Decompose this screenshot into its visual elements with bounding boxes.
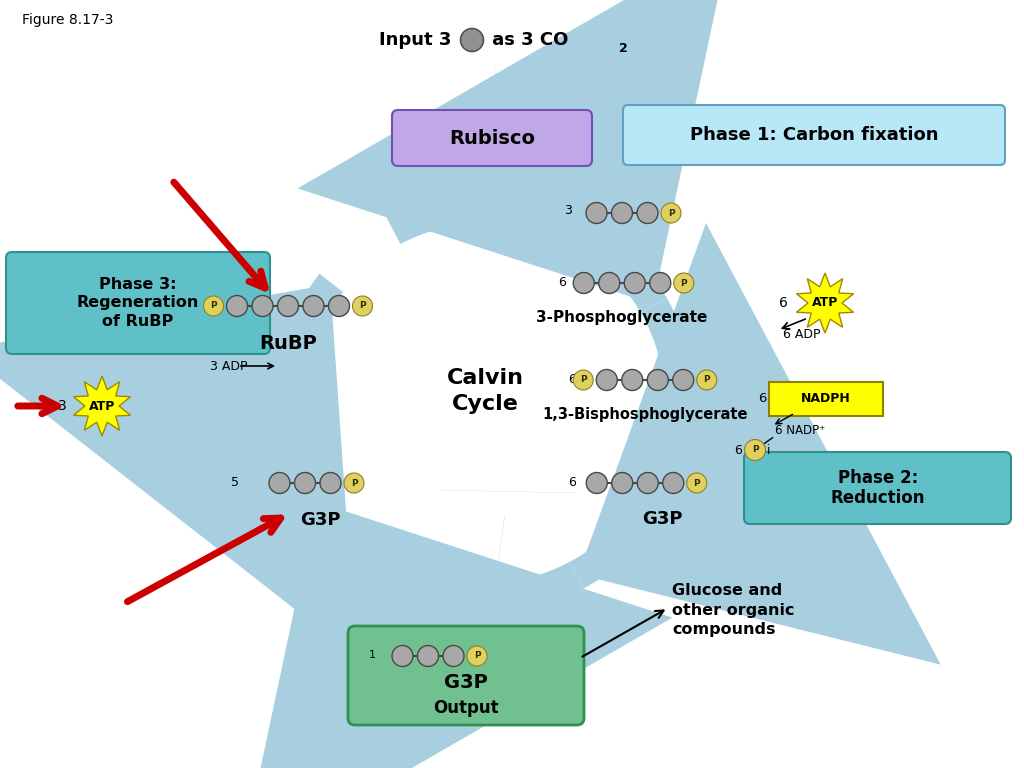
Circle shape — [303, 296, 324, 316]
Circle shape — [461, 28, 483, 51]
Circle shape — [443, 645, 464, 667]
Circle shape — [744, 439, 766, 461]
Text: 6 ADP: 6 ADP — [783, 329, 820, 342]
Text: G3P: G3P — [444, 674, 487, 693]
Text: Phase 2:
Reduction: Phase 2: Reduction — [830, 468, 926, 508]
Text: 6: 6 — [568, 372, 575, 386]
Polygon shape — [74, 376, 130, 436]
Circle shape — [344, 473, 364, 493]
Text: 3-Phosphoglycerate: 3-Phosphoglycerate — [537, 310, 708, 325]
Text: Calvin
Cycle: Calvin Cycle — [446, 368, 523, 414]
Circle shape — [696, 370, 717, 390]
Text: 3: 3 — [564, 204, 572, 217]
Polygon shape — [797, 273, 854, 333]
Text: 1: 1 — [369, 650, 376, 660]
Circle shape — [295, 472, 315, 494]
Circle shape — [599, 273, 620, 293]
Circle shape — [418, 645, 438, 667]
Circle shape — [674, 273, 693, 293]
Circle shape — [226, 296, 248, 316]
Circle shape — [647, 369, 669, 390]
Circle shape — [611, 203, 633, 223]
Circle shape — [650, 273, 671, 293]
Polygon shape — [275, 273, 343, 508]
Text: Figure 8.17-3: Figure 8.17-3 — [22, 13, 114, 27]
Text: P: P — [359, 302, 366, 310]
FancyBboxPatch shape — [623, 105, 1005, 165]
Polygon shape — [386, 193, 667, 313]
Circle shape — [637, 472, 658, 494]
Polygon shape — [569, 298, 695, 588]
Text: Input 3: Input 3 — [379, 31, 458, 49]
Circle shape — [319, 472, 341, 494]
Text: NADPH: NADPH — [801, 392, 851, 406]
Circle shape — [278, 296, 299, 316]
Circle shape — [637, 203, 658, 223]
Text: 3: 3 — [57, 399, 67, 413]
Circle shape — [596, 369, 617, 390]
Text: 3: 3 — [204, 299, 212, 312]
Circle shape — [587, 472, 607, 494]
FancyBboxPatch shape — [392, 110, 592, 166]
Text: 6: 6 — [734, 443, 742, 456]
Circle shape — [352, 296, 373, 316]
Text: Rubisco: Rubisco — [449, 128, 535, 147]
Text: 5: 5 — [231, 475, 239, 488]
Text: P: P — [693, 478, 700, 488]
Text: G3P: G3P — [300, 511, 340, 529]
Text: Output: Output — [433, 699, 499, 717]
Text: as 3 CO: as 3 CO — [486, 31, 568, 49]
Text: G3P: G3P — [642, 510, 682, 528]
Text: RuBP: RuBP — [259, 334, 316, 353]
Text: ATP: ATP — [812, 296, 839, 310]
Circle shape — [586, 203, 607, 223]
FancyBboxPatch shape — [744, 452, 1011, 524]
Circle shape — [673, 369, 693, 390]
Text: ATP: ATP — [89, 399, 115, 412]
Text: Phase 3:
Regeneration
of RuBP: Phase 3: Regeneration of RuBP — [77, 277, 200, 329]
Text: 1,3-Bisphosphoglycerate: 1,3-Bisphosphoglycerate — [543, 407, 748, 422]
Circle shape — [269, 472, 290, 494]
FancyBboxPatch shape — [6, 252, 270, 354]
Text: Phase 1: Carbon fixation: Phase 1: Carbon fixation — [690, 126, 938, 144]
Circle shape — [467, 646, 487, 666]
Circle shape — [392, 645, 413, 667]
Polygon shape — [303, 493, 584, 613]
Circle shape — [687, 473, 707, 493]
Text: 3 ADP: 3 ADP — [210, 359, 248, 372]
Text: 6: 6 — [758, 392, 766, 406]
Text: 6 NADP⁺: 6 NADP⁺ — [775, 423, 825, 436]
FancyBboxPatch shape — [769, 382, 883, 416]
FancyBboxPatch shape — [348, 626, 584, 725]
Text: P: P — [680, 279, 687, 287]
Circle shape — [625, 273, 645, 293]
Circle shape — [329, 296, 349, 316]
Circle shape — [622, 369, 643, 390]
Text: P: P — [210, 302, 217, 310]
Text: P: P — [752, 445, 759, 455]
Text: 2: 2 — [618, 41, 628, 55]
Text: 6: 6 — [778, 296, 787, 310]
Circle shape — [611, 472, 633, 494]
Text: 6: 6 — [568, 475, 575, 488]
Text: P: P — [474, 651, 480, 660]
Circle shape — [662, 203, 681, 223]
Circle shape — [573, 370, 593, 390]
Text: P: P — [350, 478, 357, 488]
Text: 6: 6 — [558, 276, 566, 289]
Circle shape — [204, 296, 223, 316]
Text: P: P — [703, 376, 710, 385]
Text: P: P — [668, 208, 675, 217]
Circle shape — [252, 296, 273, 316]
Text: i: i — [767, 445, 770, 458]
Text: P: P — [580, 376, 587, 385]
Circle shape — [573, 273, 594, 293]
Circle shape — [663, 472, 684, 494]
Text: Glucose and
other organic
compounds: Glucose and other organic compounds — [672, 583, 795, 637]
